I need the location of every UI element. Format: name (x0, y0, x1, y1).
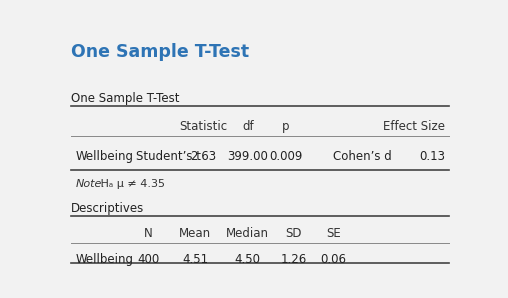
Text: 0.06: 0.06 (320, 253, 346, 266)
Text: Statistic: Statistic (179, 119, 227, 133)
Text: 4.50: 4.50 (235, 253, 261, 266)
Text: 400: 400 (137, 253, 160, 266)
Text: Note.: Note. (75, 179, 105, 189)
Text: p: p (282, 119, 290, 133)
Text: SE: SE (326, 227, 340, 240)
Text: Cohen’s d: Cohen’s d (333, 150, 392, 164)
Text: 0.009: 0.009 (269, 150, 303, 164)
Text: Student’s t: Student’s t (136, 150, 201, 164)
Text: SD: SD (285, 227, 302, 240)
Text: Hₐ μ ≠ 4.35: Hₐ μ ≠ 4.35 (97, 179, 165, 189)
Text: One Sample T-Test: One Sample T-Test (71, 43, 249, 61)
Text: 1.26: 1.26 (281, 253, 307, 266)
Text: 0.13: 0.13 (420, 150, 446, 164)
Text: Descriptives: Descriptives (71, 202, 145, 215)
Text: Wellbeing: Wellbeing (75, 150, 133, 164)
Text: One Sample T-Test: One Sample T-Test (71, 92, 180, 105)
Text: Effect Size: Effect Size (384, 119, 446, 133)
Text: N: N (144, 227, 152, 240)
Text: 399.00: 399.00 (227, 150, 268, 164)
Text: 4.51: 4.51 (182, 253, 208, 266)
Text: df: df (242, 119, 253, 133)
Text: Wellbeing: Wellbeing (75, 253, 133, 266)
Text: Mean: Mean (179, 227, 211, 240)
Text: Median: Median (226, 227, 269, 240)
Text: 2.63: 2.63 (190, 150, 216, 164)
